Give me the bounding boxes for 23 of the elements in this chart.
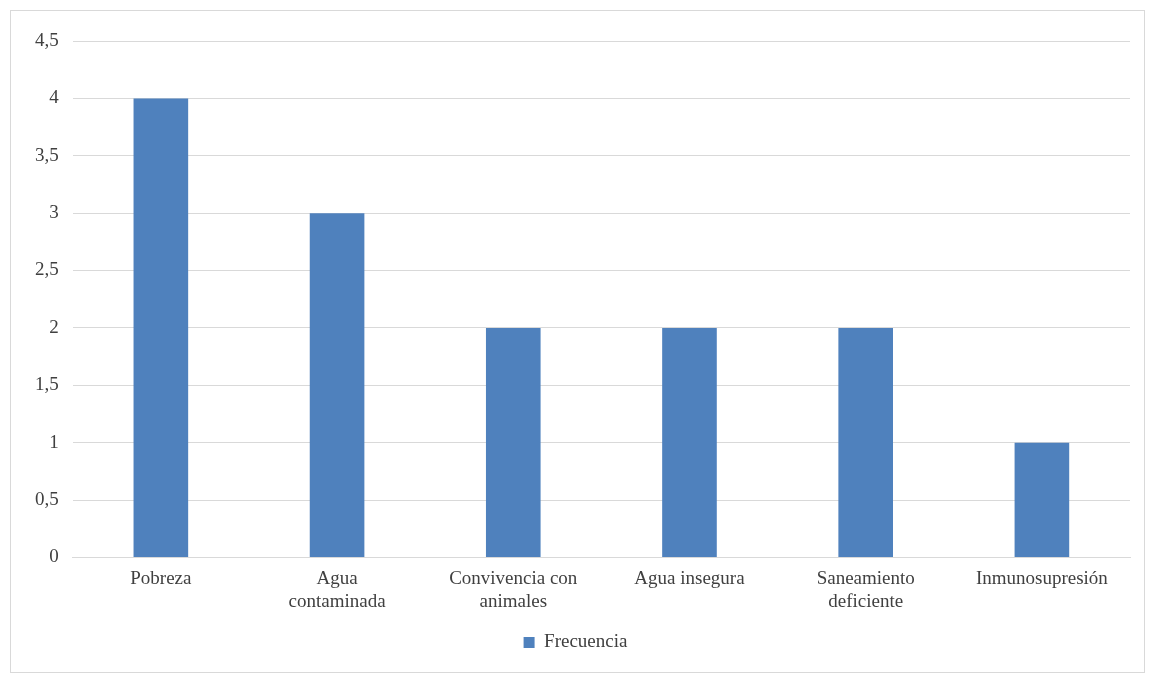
y-tick-label: 2,5	[35, 258, 59, 280]
bar	[309, 213, 365, 557]
y-tick-label: 0	[49, 545, 59, 567]
legend-label: Frecuencia	[544, 630, 628, 652]
x-tick-label: Inmunosupresión	[975, 566, 1109, 588]
x-tick-label: Saneamiento deficiente	[816, 566, 915, 611]
x-tick-label: Agua contaminada	[288, 566, 387, 611]
bar	[838, 327, 893, 557]
y-tick-label: 4	[49, 86, 60, 108]
y-tick-label: 3,5	[35, 143, 59, 165]
y-tick-label: 1,5	[35, 373, 59, 395]
y-tick-label: 3	[49, 201, 59, 223]
x-tick-label: Agua insegura	[634, 566, 746, 588]
bar	[485, 327, 541, 557]
y-tick-label: 4,5	[35, 28, 59, 50]
x-tick-label: Convivencia con animales	[449, 566, 578, 611]
y-tick-label: 1	[49, 430, 59, 452]
x-tick-label: Pobreza	[130, 566, 193, 588]
y-tick-label: 0,5	[35, 488, 59, 510]
bar	[662, 327, 717, 557]
bar	[133, 98, 189, 557]
bar	[1014, 442, 1070, 557]
y-tick-label: 2	[49, 315, 59, 337]
